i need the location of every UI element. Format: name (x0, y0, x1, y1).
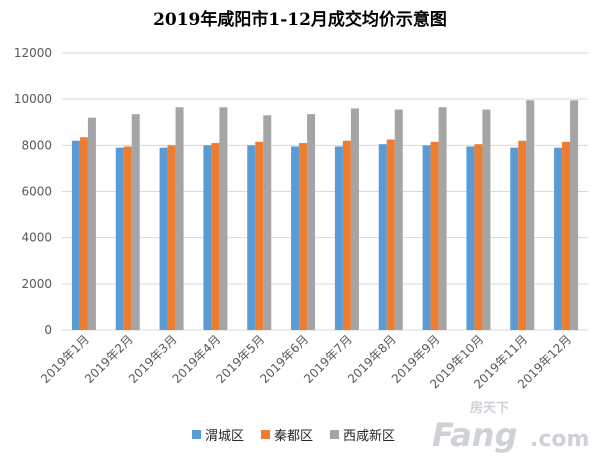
bar-西咸新区-2019年2月 (131, 114, 140, 330)
bar-秦都区-2019年6月 (299, 143, 308, 330)
chart-title: 2019年咸阳市1-12月成交均价示意图 (153, 9, 447, 30)
bar-渭城区-2019年2月 (115, 147, 124, 330)
bar-渭城区-2019年6月 (291, 146, 300, 330)
bar-西咸新区-2019年12月 (570, 100, 579, 330)
bar-秦都区-2019年3月 (167, 145, 176, 330)
legend-swatch-秦都区 (261, 430, 270, 439)
bar-西咸新区-2019年5月 (263, 115, 272, 330)
legend-label: 秦都区 (274, 429, 313, 444)
bar-西咸新区-2019年3月 (175, 107, 184, 330)
legend-label: 西咸新区 (343, 428, 395, 444)
y-axis-tick-labels: 0 2000 4000 6000 8000 10000 12000 (14, 46, 52, 337)
bar-秦都区-2019年8月 (386, 139, 395, 330)
y-tick-label: 2000 (21, 277, 52, 291)
y-tick-label: 8000 (21, 138, 52, 152)
bar-西咸新区-2019年7月 (350, 108, 359, 331)
legend: 渭城区 秦都区 西咸新区 (192, 428, 395, 444)
watermark-top: 房天下 (470, 400, 509, 416)
bar-渭城区-2019年11月 (510, 147, 519, 330)
bar-秦都区-2019年5月 (255, 141, 264, 330)
bars (71, 100, 579, 331)
watermark: 房天下 Fang .com (432, 400, 589, 454)
bar-渭城区-2019年4月 (203, 145, 212, 330)
legend-swatch-渭城区 (192, 430, 201, 439)
y-tick-label: 0 (44, 323, 52, 337)
watermark-main: Fang (432, 416, 517, 454)
bar-西咸新区-2019年6月 (307, 114, 316, 330)
bar-西咸新区-2019年8月 (394, 109, 403, 330)
gridlines (62, 52, 588, 331)
bar-渭城区-2019年8月 (378, 144, 387, 330)
bar-渭城区-2019年10月 (466, 146, 475, 330)
bar-西咸新区-2019年10月 (482, 109, 491, 330)
y-tick-label: 6000 (21, 185, 52, 199)
bar-渭城区-2019年3月 (159, 147, 168, 330)
bar-秦都区-2019年4月 (211, 143, 220, 330)
y-tick-label: 4000 (21, 231, 52, 245)
bar-渭城区-2019年9月 (422, 145, 431, 330)
bar-秦都区-2019年10月 (474, 144, 483, 330)
bar-秦都区-2019年1月 (79, 137, 88, 330)
bar-渭城区-2019年12月 (554, 147, 563, 330)
bar-渭城区-2019年7月 (334, 146, 343, 330)
legend-swatch-西咸新区 (330, 430, 339, 439)
bar-西咸新区-2019年1月 (87, 117, 96, 330)
legend-label: 渭城区 (205, 429, 244, 444)
bar-秦都区-2019年2月 (123, 146, 132, 330)
y-tick-label: 12000 (14, 46, 52, 60)
bar-西咸新区-2019年9月 (438, 107, 447, 330)
bar-渭城区-2019年1月 (71, 140, 80, 330)
x-axis-tick-labels: 2019年1月2019年2月2019年3月2019年4月2019年5月2019年… (38, 332, 574, 391)
y-tick-label: 10000 (14, 92, 52, 106)
bar-渭城区-2019年5月 (247, 145, 256, 330)
bar-秦都区-2019年9月 (430, 141, 439, 330)
watermark-suffix: .com (530, 427, 589, 452)
bar-秦都区-2019年12月 (562, 141, 571, 330)
bar-西咸新区-2019年4月 (219, 107, 228, 330)
bar-秦都区-2019年11月 (518, 140, 527, 330)
bar-西咸新区-2019年11月 (526, 100, 535, 330)
bar-秦都区-2019年7月 (342, 140, 351, 330)
